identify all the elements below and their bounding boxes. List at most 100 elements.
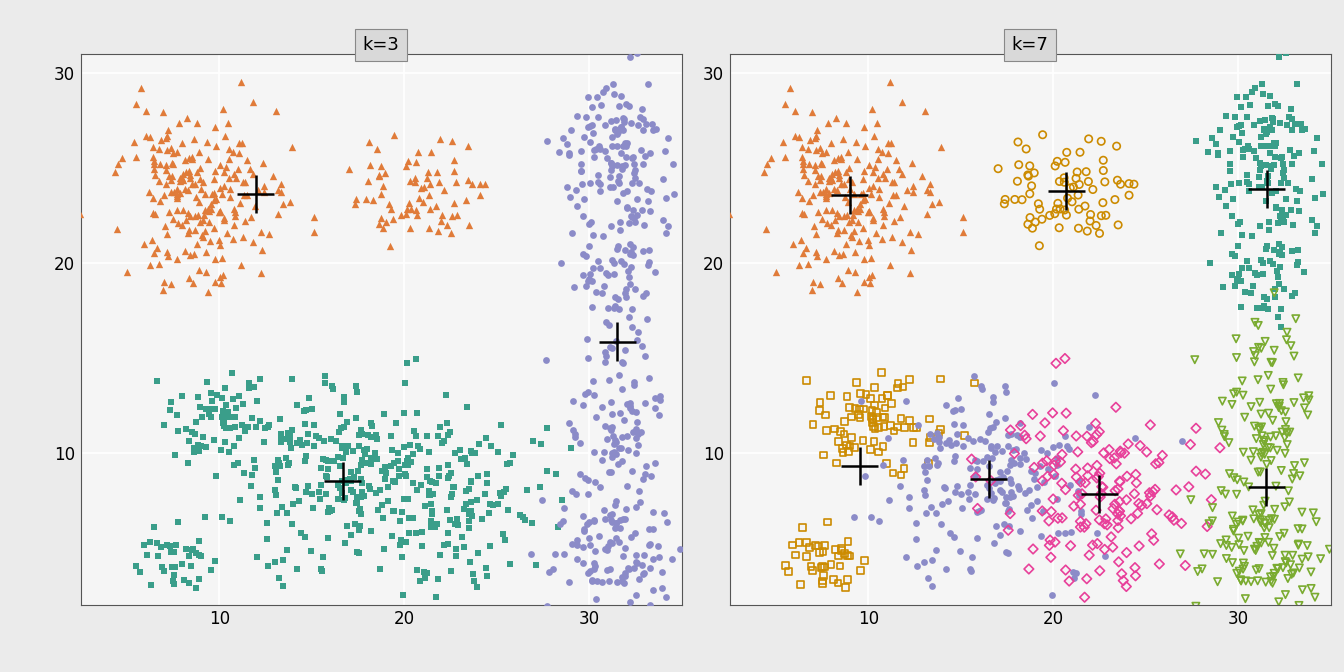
Point xyxy=(564,429,586,440)
Point xyxy=(163,148,184,159)
Point xyxy=(618,563,640,574)
Point xyxy=(1250,161,1271,171)
Point xyxy=(171,138,192,149)
Point xyxy=(606,129,628,140)
Point xyxy=(417,431,438,442)
Point xyxy=(1067,446,1089,457)
Point xyxy=(839,216,860,227)
Point xyxy=(183,133,204,144)
Point xyxy=(340,485,362,495)
Point xyxy=(886,155,907,165)
Point xyxy=(1046,204,1067,214)
Point xyxy=(456,485,477,496)
Point xyxy=(1141,528,1163,539)
Point xyxy=(474,432,496,443)
Point xyxy=(1116,547,1137,558)
Point xyxy=(190,183,211,194)
Point xyxy=(204,165,226,176)
Point xyxy=(382,444,403,455)
Point xyxy=(1249,397,1270,408)
Point xyxy=(1107,522,1129,533)
Point xyxy=(1021,181,1043,192)
Point xyxy=(844,226,866,237)
Point xyxy=(1179,481,1200,492)
Point xyxy=(163,579,184,589)
Point xyxy=(216,412,238,423)
Point xyxy=(848,404,870,415)
Point xyxy=(832,447,853,458)
Point xyxy=(144,164,165,175)
Point xyxy=(417,173,438,183)
Point xyxy=(851,395,872,406)
Point xyxy=(1044,537,1066,548)
Point xyxy=(329,483,351,494)
Point xyxy=(837,265,859,276)
Point xyxy=(1148,457,1169,468)
Point xyxy=(1279,427,1301,437)
Point xyxy=(1277,327,1298,337)
Point xyxy=(1262,358,1284,368)
Point xyxy=(1333,521,1344,532)
Point xyxy=(391,552,413,562)
Point xyxy=(406,157,427,168)
Point xyxy=(163,576,184,587)
Point xyxy=(997,441,1019,452)
Point xyxy=(536,466,558,476)
Point xyxy=(851,189,872,200)
Point xyxy=(142,142,164,153)
Point xyxy=(1261,113,1282,124)
Point xyxy=(1051,449,1073,460)
Point xyxy=(802,276,824,287)
Point xyxy=(607,293,629,304)
Point xyxy=(609,370,630,381)
Point xyxy=(633,550,655,560)
Point xyxy=(602,79,624,89)
Point xyxy=(309,494,331,505)
Point xyxy=(370,485,391,495)
Point xyxy=(395,377,417,388)
Point xyxy=(419,490,441,501)
Point xyxy=(169,173,191,183)
Point xyxy=(601,409,622,419)
Point xyxy=(1262,116,1284,127)
Point xyxy=(1052,425,1074,436)
Point xyxy=(1019,212,1040,223)
Point xyxy=(274,433,296,444)
Point xyxy=(879,259,900,270)
Point xyxy=(907,419,929,430)
Point xyxy=(579,533,601,544)
Point xyxy=(1048,176,1070,187)
Point xyxy=(167,204,188,215)
Point xyxy=(340,476,362,487)
Point xyxy=(837,574,859,585)
Point xyxy=(1249,181,1270,192)
Point xyxy=(294,532,316,542)
Point xyxy=(184,179,206,190)
Point xyxy=(879,198,900,209)
Point xyxy=(1000,610,1021,620)
Point xyxy=(1078,134,1099,144)
Point xyxy=(160,187,181,198)
Point xyxy=(1094,551,1116,562)
Point xyxy=(814,190,836,201)
Point xyxy=(388,464,410,474)
Point xyxy=(285,482,306,493)
Point xyxy=(1231,230,1253,241)
Point xyxy=(774,99,796,110)
Point xyxy=(950,546,972,556)
Point xyxy=(845,377,867,388)
Point xyxy=(1301,214,1322,225)
Point xyxy=(1310,159,1332,169)
Point xyxy=(317,533,339,544)
Point xyxy=(336,417,358,427)
Point xyxy=(919,429,941,439)
Point xyxy=(442,488,464,499)
Point xyxy=(1060,526,1082,537)
Point xyxy=(917,185,938,196)
Point xyxy=(860,189,882,200)
Point xyxy=(642,507,664,517)
Point xyxy=(1116,581,1137,592)
Point xyxy=(1048,528,1070,539)
Point xyxy=(1000,429,1021,439)
Point xyxy=(1146,505,1168,515)
